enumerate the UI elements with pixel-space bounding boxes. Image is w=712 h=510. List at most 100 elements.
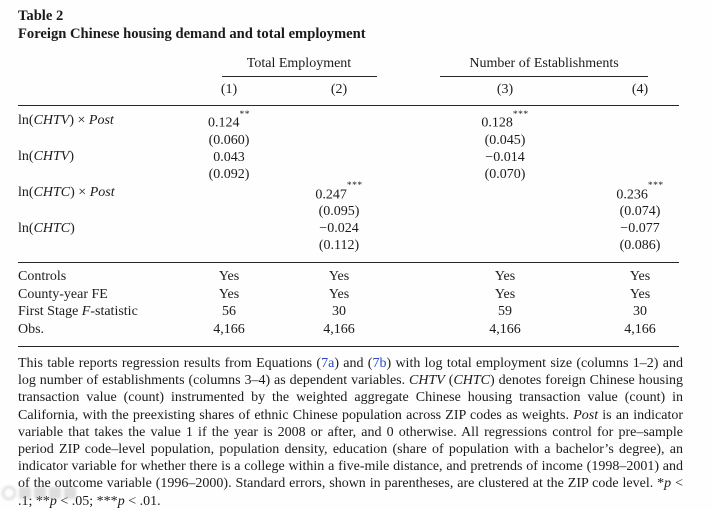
stat-cell: 30 bbox=[633, 304, 647, 320]
column-group-total-employment: Total Employment bbox=[189, 54, 409, 77]
stat-cell: 4,166 bbox=[624, 321, 656, 337]
label-text: ) bbox=[69, 149, 75, 165]
row-label-spacer bbox=[18, 166, 189, 183]
stat-row: Controls Yes Yes Yes Yes bbox=[18, 263, 679, 286]
significance-stars: *** bbox=[512, 109, 529, 120]
column-number-1: (1) bbox=[189, 77, 269, 106]
watermark-logo-icon bbox=[2, 486, 76, 500]
stat-cell: Yes bbox=[328, 286, 350, 302]
group-underline bbox=[440, 76, 648, 77]
table-title: Foreign Chinese housing demand and total… bbox=[18, 25, 366, 42]
se-cell: (0.112) bbox=[318, 238, 360, 254]
variable-name: CHTV bbox=[33, 113, 70, 129]
row-label: ln(CHTV) × Post bbox=[18, 106, 189, 132]
coef-cell: 0.247*** bbox=[315, 181, 363, 203]
column-number-2: (2) bbox=[269, 77, 409, 106]
label-text: Controls bbox=[18, 269, 67, 285]
significance-stars: ** bbox=[239, 109, 250, 120]
variable-name: F bbox=[81, 304, 91, 320]
se-cell bbox=[409, 237, 601, 254]
se-cell bbox=[269, 132, 409, 149]
watermark-glyph bbox=[19, 487, 31, 499]
group-underline bbox=[221, 76, 377, 77]
variable-name: Post bbox=[89, 184, 115, 200]
table-footnote: This table reports regression results fr… bbox=[18, 355, 684, 509]
label-text: First Stage bbox=[18, 304, 82, 320]
watermark-glyph bbox=[64, 487, 76, 499]
stat-row: First Stage F-statistic 56 30 59 30 bbox=[18, 303, 679, 320]
italic-term: CHTC bbox=[453, 373, 491, 389]
coef-cell bbox=[189, 183, 269, 204]
standard-error-row: (0.060) (0.045) bbox=[18, 132, 679, 149]
variable-name: CHTC bbox=[33, 220, 71, 236]
row-label-spacer bbox=[18, 237, 189, 254]
watermark-circle-icon bbox=[2, 486, 16, 500]
se-cell: (0.092) bbox=[208, 166, 250, 182]
italic-term: p bbox=[664, 476, 672, 492]
se-cell: (0.070) bbox=[484, 166, 526, 182]
coefficient-row: ln(CHTV) 0.043 −0.014 bbox=[18, 149, 679, 166]
stat-cell: Yes bbox=[629, 269, 651, 285]
stat-cell: 56 bbox=[222, 304, 236, 320]
column-number-spacer bbox=[18, 77, 189, 106]
coefficient-row: ln(CHTV) × Post 0.124** 0.128*** bbox=[18, 106, 679, 132]
row-label: ln(CHTC) bbox=[18, 220, 189, 237]
stat-row-label: First Stage F-statistic bbox=[18, 303, 189, 320]
column-group-establishments: Number of Establishments bbox=[409, 54, 679, 77]
se-cell bbox=[189, 203, 269, 220]
coef-cell: 0.236*** bbox=[616, 181, 664, 203]
stat-cell: 4,166 bbox=[323, 321, 355, 337]
stat-cell: Yes bbox=[494, 269, 516, 285]
table-content: Table 2 Foreign Chinese housing demand a… bbox=[18, 8, 683, 510]
italic-term: CHTV bbox=[409, 373, 445, 389]
coef-cell bbox=[601, 106, 679, 132]
label-text: ) bbox=[70, 220, 75, 236]
coef-cell: −0.077 bbox=[620, 221, 660, 237]
label-text: ln( bbox=[18, 220, 34, 236]
italic-term: Post bbox=[573, 407, 599, 423]
se-cell: (0.060) bbox=[208, 132, 250, 148]
stat-cell: Yes bbox=[328, 269, 350, 285]
label-text: ln( bbox=[18, 149, 34, 165]
group-header-spacer bbox=[18, 54, 189, 77]
bottom-rule bbox=[18, 337, 679, 347]
variable-name: CHTC bbox=[33, 184, 71, 200]
coef-cell bbox=[409, 183, 601, 204]
se-cell bbox=[601, 132, 679, 149]
label-text: ln( bbox=[18, 113, 34, 129]
regression-table: Total Employment Number of Establishment… bbox=[18, 54, 679, 347]
se-cell bbox=[189, 237, 269, 254]
standard-error-row: (0.112) (0.086) bbox=[18, 237, 679, 254]
label-text: County-year FE bbox=[18, 286, 108, 302]
group-label-establishments: Number of Establishments bbox=[469, 56, 619, 71]
equation-ref-7a-link[interactable]: 7a bbox=[321, 355, 335, 371]
coef-cell: 0.128*** bbox=[481, 109, 529, 131]
label-text: ) × bbox=[70, 184, 90, 200]
row-label-spacer bbox=[18, 132, 189, 149]
label-text: -statistic bbox=[90, 304, 138, 320]
se-cell bbox=[601, 166, 679, 183]
stat-row: Obs. 4,166 4,166 4,166 4,166 bbox=[18, 321, 679, 338]
coef-cell: −0.024 bbox=[319, 221, 359, 237]
stat-row-label: County-year FE bbox=[18, 286, 189, 303]
coefficient-row: ln(CHTC) × Post 0.247*** 0.236*** bbox=[18, 181, 679, 204]
stat-cell: Yes bbox=[218, 269, 240, 285]
coef-cell bbox=[601, 149, 679, 166]
se-cell bbox=[269, 166, 409, 183]
stat-cell: 59 bbox=[498, 304, 512, 320]
label-text: ) × bbox=[69, 113, 89, 129]
se-cell: (0.045) bbox=[484, 132, 526, 148]
group-label-total-employment: Total Employment bbox=[246, 56, 352, 71]
stat-cell: Yes bbox=[629, 286, 651, 302]
equation-ref-7b-link[interactable]: 7b bbox=[372, 355, 387, 371]
coef-cell bbox=[409, 220, 601, 237]
significance-stars: *** bbox=[346, 181, 363, 192]
coefficient-row: ln(CHTC) −0.024 −0.077 bbox=[18, 220, 679, 237]
se-cell: (0.074) bbox=[619, 204, 661, 220]
row-label: ln(CHTC) × Post bbox=[18, 183, 189, 204]
coef-cell: 0.043 bbox=[213, 149, 245, 165]
coef-cell bbox=[269, 149, 409, 166]
table-number: Table 2 bbox=[18, 8, 64, 24]
column-number-row: (1) (2) (3) (4) bbox=[18, 77, 679, 106]
